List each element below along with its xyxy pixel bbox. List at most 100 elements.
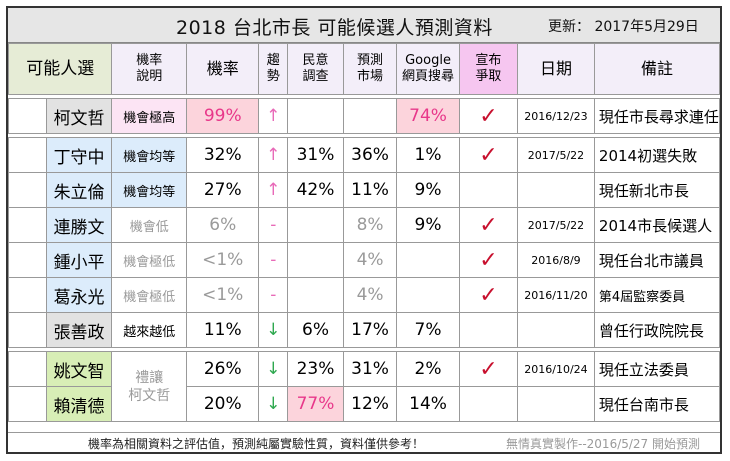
google-value: 14%	[396, 386, 460, 422]
probability: 27%	[186, 172, 260, 208]
table-row: 賴清德 20% ↓ 77% 12% 14% 現任台南市長	[8, 386, 721, 422]
poll-value	[287, 277, 344, 313]
candidate-name: 張善政	[45, 312, 113, 348]
note: 曾任行政院院長	[593, 312, 721, 348]
declared-date: 2017/5/22	[517, 137, 595, 173]
market-value: 17%	[342, 312, 398, 348]
google-value: 7%	[396, 312, 460, 348]
table-row: 柯文哲 機會極高 99% ↑ 74% ✓ 2016/12/23 現任市長尋求連任	[8, 98, 721, 134]
trend-up-icon: ↑	[258, 172, 289, 208]
party-spacer	[8, 312, 47, 348]
header-poll: 民意 調查	[287, 43, 344, 95]
trend-down-icon: ↓	[258, 312, 289, 348]
check-icon: ✓	[458, 351, 519, 387]
note: 2014市長候選人	[593, 207, 721, 243]
party-spacer	[8, 386, 47, 422]
poll-value: 77%	[287, 386, 344, 422]
declared-date: 2016/12/23	[517, 98, 595, 134]
table-row: 丁守中 機會均等 32% ↑ 31% 36% 1% ✓ 2017/5/22 20…	[8, 137, 721, 173]
eval-text: 機會極低	[111, 277, 188, 313]
party-spacer	[8, 137, 47, 173]
poll-value	[287, 98, 344, 134]
credit: 無情真實製作--2016/5/27 開始預測	[506, 437, 701, 451]
candidate-name: 柯文哲	[45, 98, 113, 134]
title-bar: 2018 台北市長 可能候選人預測資料 更新： 2017年5月29日	[8, 8, 720, 43]
declared-date	[517, 172, 595, 208]
table-row: 連勝文 機會低 6% - 8% 9% ✓ 2017/5/22 2014市長候選人	[8, 207, 721, 243]
google-value: 1%	[396, 137, 460, 173]
header-row: 可能人選 機率 說明 機率 趨勢 民意 調查 預測 市場 Google 網頁搜尋 宣布爭…	[7, 43, 721, 95]
candidate-name: 葛永光	[45, 277, 113, 313]
probability: 26%	[186, 351, 260, 387]
google-value	[396, 242, 460, 278]
poll-value	[287, 207, 344, 243]
probability: 11%	[186, 312, 260, 348]
candidate-name: 丁守中	[45, 137, 113, 173]
google-value: 74%	[396, 98, 460, 134]
trend-up-icon: ↑	[258, 137, 289, 173]
declared-mark	[458, 172, 519, 208]
trend-down-icon: ↓	[258, 351, 289, 387]
note: 第4屆監察委員	[593, 277, 721, 313]
note: 現任新北市長	[593, 172, 721, 208]
declared-date: 2016/11/20	[517, 277, 595, 313]
declared-date	[517, 312, 595, 348]
eval-text: 機會極低	[111, 242, 188, 278]
trend-flat-icon: -	[258, 277, 289, 313]
sheet-title: 2018 台北市長 可能候選人預測資料	[176, 17, 493, 39]
candidate-name: 朱立倫	[45, 172, 113, 208]
probability: 99%	[186, 98, 260, 134]
disclaimer: 機率為相關資料之評估值，預測純屬實驗性質，資料僅供參考！	[88, 437, 425, 451]
header-candidate: 可能人選	[7, 43, 113, 95]
declared-date: 2017/5/22	[517, 207, 595, 243]
candidate-name: 連勝文	[45, 207, 113, 243]
probability: 32%	[186, 137, 260, 173]
footer: 機率為相關資料之評估值，預測純屬實驗性質，資料僅供參考！ 無情真實製作--201…	[8, 432, 720, 453]
check-icon: ✓	[458, 277, 519, 313]
probability: <1%	[186, 242, 260, 278]
check-icon: ✓	[458, 98, 519, 134]
eval-text: 機會均等	[111, 172, 188, 208]
header-declared: 宣布 爭取	[458, 43, 519, 95]
probability: 20%	[186, 386, 260, 422]
table-row: 鍾小平 機會極低 <1% - 4% ✓ 2016/8/9 現任台北市議員	[8, 242, 721, 278]
trend-flat-icon: -	[258, 242, 289, 278]
party-spacer	[8, 98, 47, 134]
note: 2014初選失敗	[593, 137, 721, 173]
party-spacer	[8, 242, 47, 278]
note: 現任立法委員	[593, 351, 721, 387]
check-icon: ✓	[458, 207, 519, 243]
party-spacer	[8, 207, 47, 243]
table-row: 葛永光 機會極低 <1% - 4% ✓ 2016/11/20 第4屆監察委員	[8, 277, 721, 313]
eval-text: 機會低	[111, 207, 188, 243]
google-value: 2%	[396, 351, 460, 387]
market-value: 12%	[342, 386, 398, 422]
probability: <1%	[186, 277, 260, 313]
table-row: 朱立倫 機會均等 27% ↑ 42% 11% 9% 現任新北市長	[8, 172, 721, 208]
declared-date: 2016/8/9	[517, 242, 595, 278]
trend-flat-icon: -	[258, 207, 289, 243]
table-row: 姚文智 禮讓 柯文哲 26% ↓ 23% 31% 2% ✓ 2016/10/24 …	[8, 351, 721, 422]
market-value: 36%	[342, 137, 398, 173]
eval-text-merged: 禮讓 柯文哲	[111, 351, 188, 422]
header-probability: 機率	[186, 43, 260, 95]
market-value: 11%	[342, 172, 398, 208]
eval-text: 機會均等	[111, 137, 188, 173]
candidate-name: 鍾小平	[45, 242, 113, 278]
header-eval: 機率 說明	[111, 43, 188, 95]
declared-mark	[458, 386, 519, 422]
note: 現任台北市議員	[593, 242, 721, 278]
probability: 6%	[186, 207, 260, 243]
poll-value: 6%	[287, 312, 344, 348]
declared-date	[517, 386, 595, 422]
market-value: 4%	[342, 242, 398, 278]
market-value: 8%	[342, 207, 398, 243]
prediction-sheet: 2018 台北市長 可能候選人預測資料 更新： 2017年5月29日 可能人選 …	[6, 6, 722, 454]
check-icon: ✓	[458, 242, 519, 278]
declared-date: 2016/10/24	[517, 351, 595, 387]
candidate-table: 可能人選 機率 說明 機率 趨勢 民意 調查 預測 市場 Google 網頁搜尋 宣布爭…	[7, 43, 721, 422]
poll-value: 31%	[287, 137, 344, 173]
party-spacer	[8, 351, 47, 387]
trend-up-icon: ↑	[258, 98, 289, 134]
market-value	[342, 98, 398, 134]
